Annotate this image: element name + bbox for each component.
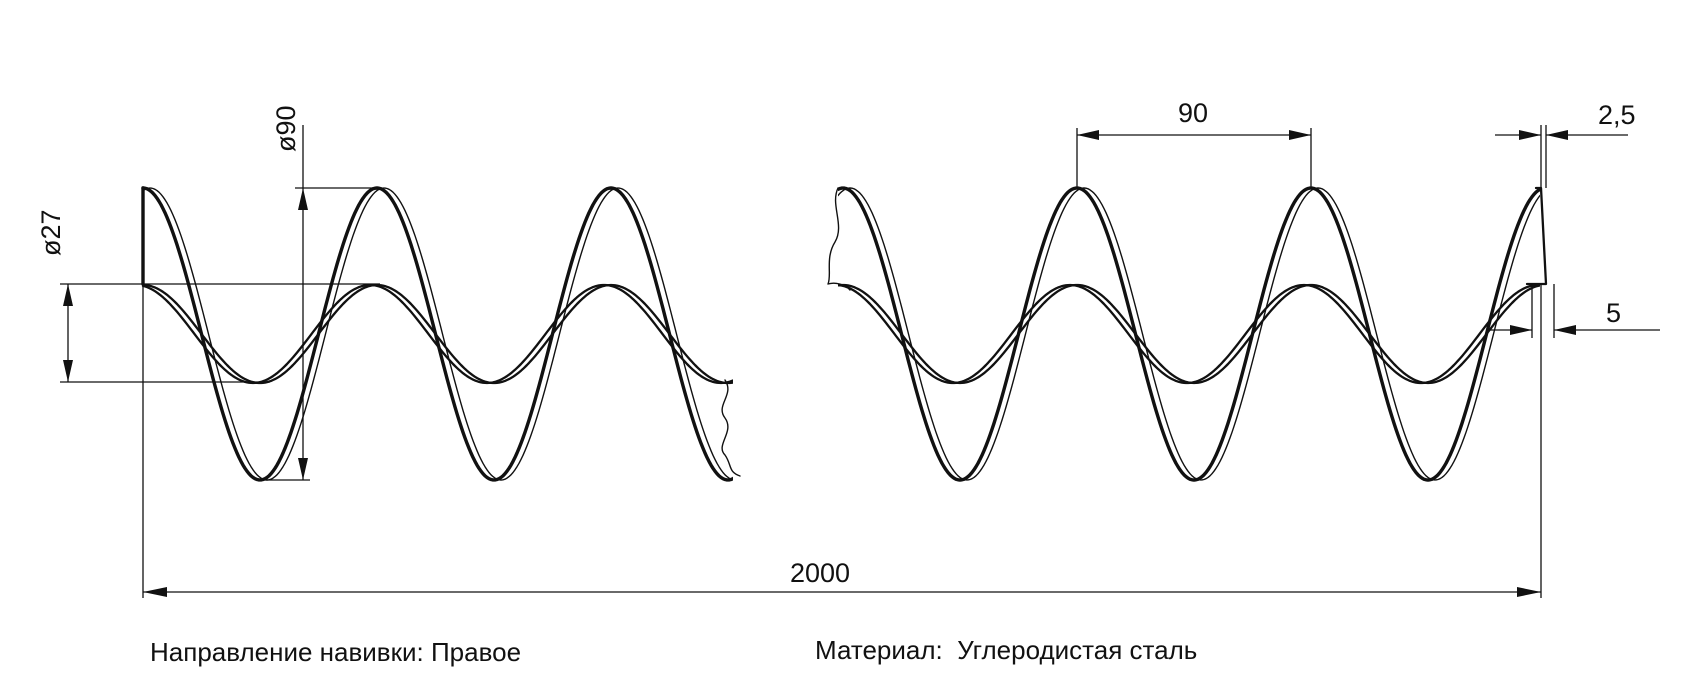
break-line-right	[827, 187, 851, 291]
width-label: 5	[1606, 298, 1621, 328]
spiral-right-segment	[838, 186, 1540, 482]
inner-edge-back	[838, 283, 1540, 385]
dimension-strip-width: 5	[1488, 284, 1660, 338]
outer-diameter-label: ø90	[271, 105, 301, 152]
spiral-left-segment	[141, 186, 733, 482]
dimension-pitch: 90	[1076, 98, 1312, 188]
outer-edge-front	[838, 186, 1540, 482]
dimension-strip-thickness: 2,5	[1495, 100, 1636, 188]
inner-edge-front	[838, 283, 1540, 385]
winding-direction-note: Направление навивки: Правое	[150, 637, 521, 668]
material-value: Углеродистая сталь	[957, 635, 1198, 665]
material-note: Материал: Углеродистая сталь	[815, 635, 1197, 666]
material-label: Материал:	[815, 635, 943, 665]
spiral-end-cap	[1525, 186, 1548, 286]
dimension-total-length: 2000	[142, 284, 1542, 598]
thickness-label: 2,5	[1598, 100, 1636, 130]
outer-edge-back	[142, 187, 733, 481]
inner-diameter-label: ø27	[36, 209, 66, 256]
outer-edge-front	[141, 186, 733, 482]
winding-label: Направление навивки:	[150, 637, 424, 667]
inner-edge-front	[141, 283, 733, 385]
inner-edge-back	[141, 283, 733, 385]
pitch-label: 90	[1178, 98, 1208, 128]
break-line-left	[721, 379, 741, 477]
dimension-inner-diameter: ø27	[36, 209, 380, 383]
dimension-outer-diameter: ø90	[260, 105, 375, 481]
winding-value: Правое	[430, 637, 522, 667]
total-length-label: 2000	[790, 558, 850, 588]
outer-edge-back	[838, 187, 1540, 481]
